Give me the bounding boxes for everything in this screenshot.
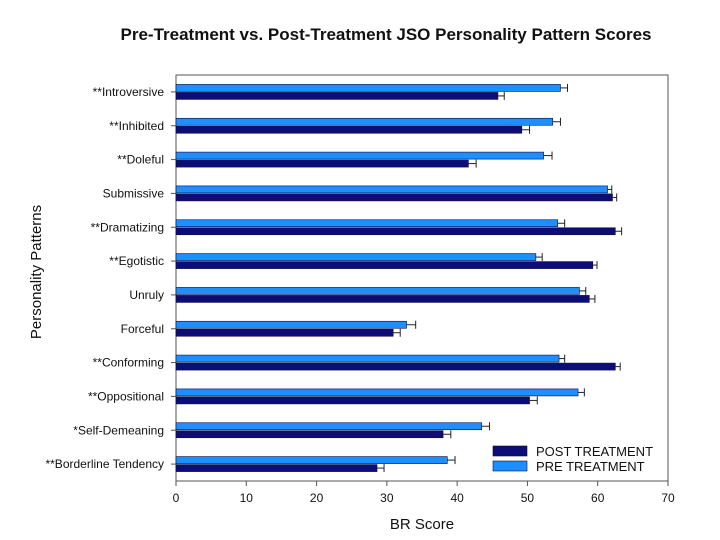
x-tick-label: 60 [591, 491, 605, 505]
category-label: Submissive [103, 186, 165, 200]
bar-post-treatment [175, 261, 594, 269]
category-label: **Doleful [117, 153, 164, 167]
legend-label: POST TREATMENT [536, 444, 653, 459]
category-label: Forceful [121, 322, 164, 336]
category-label: **Dramatizing [91, 220, 164, 234]
x-tick-label: 0 [173, 491, 180, 505]
category-label: Unruly [129, 288, 164, 302]
bar-post-treatment [175, 328, 394, 337]
category-label: **Egotistic [109, 254, 164, 268]
bar-pre-treatment [175, 185, 608, 194]
bar-post-treatment [175, 227, 616, 236]
bar-post-treatment [175, 295, 590, 303]
bar-post-treatment [175, 464, 378, 472]
bar-pre-treatment [175, 320, 407, 329]
y-axis-label: Personality Patterns [28, 205, 45, 339]
bar-post-treatment [175, 430, 444, 439]
bar-pre-treatment [175, 354, 560, 363]
bar-pre-treatment [175, 151, 544, 160]
category-label: **Conforming [93, 356, 164, 370]
x-tick-label: 50 [521, 491, 535, 505]
x-tick-label: 70 [661, 491, 675, 505]
category-label: **Inhibited [109, 119, 164, 133]
bar-post-treatment [175, 193, 613, 202]
bar-pre-treatment [175, 422, 483, 431]
bar-pre-treatment [175, 456, 448, 464]
category-label: **Introversive [93, 85, 165, 99]
bar-pre-treatment [175, 253, 537, 261]
category-label: **Oppositional [88, 389, 164, 403]
bar-post-treatment [175, 396, 530, 405]
bar-pre-treatment [175, 117, 554, 126]
x-tick-label: 40 [450, 491, 464, 505]
bar-pre-treatment [175, 84, 561, 92]
legend-swatch [492, 445, 528, 457]
plot-frame [175, 74, 669, 482]
bar-pre-treatment [175, 287, 580, 295]
category-label: **Borderline Tendency [45, 457, 164, 471]
chart-title: Pre-Treatment vs. Post-Treatment JSO Per… [121, 25, 652, 44]
x-axis-label: BR Score [390, 516, 454, 533]
x-tick-label: 10 [240, 491, 254, 505]
bar-pre-treatment [175, 388, 579, 397]
legend-label: PRE TREATMENT [536, 459, 645, 474]
bar-pre-treatment [175, 219, 558, 228]
legend-swatch [492, 460, 528, 472]
bar-post-treatment [175, 92, 499, 100]
x-tick-label: 20 [310, 491, 324, 505]
bar-post-treatment [175, 362, 616, 371]
x-tick-label: 30 [380, 491, 394, 505]
bar-post-treatment [175, 159, 469, 168]
bar-post-treatment [175, 125, 523, 134]
category-label: *Self-Demeaning [73, 423, 164, 437]
